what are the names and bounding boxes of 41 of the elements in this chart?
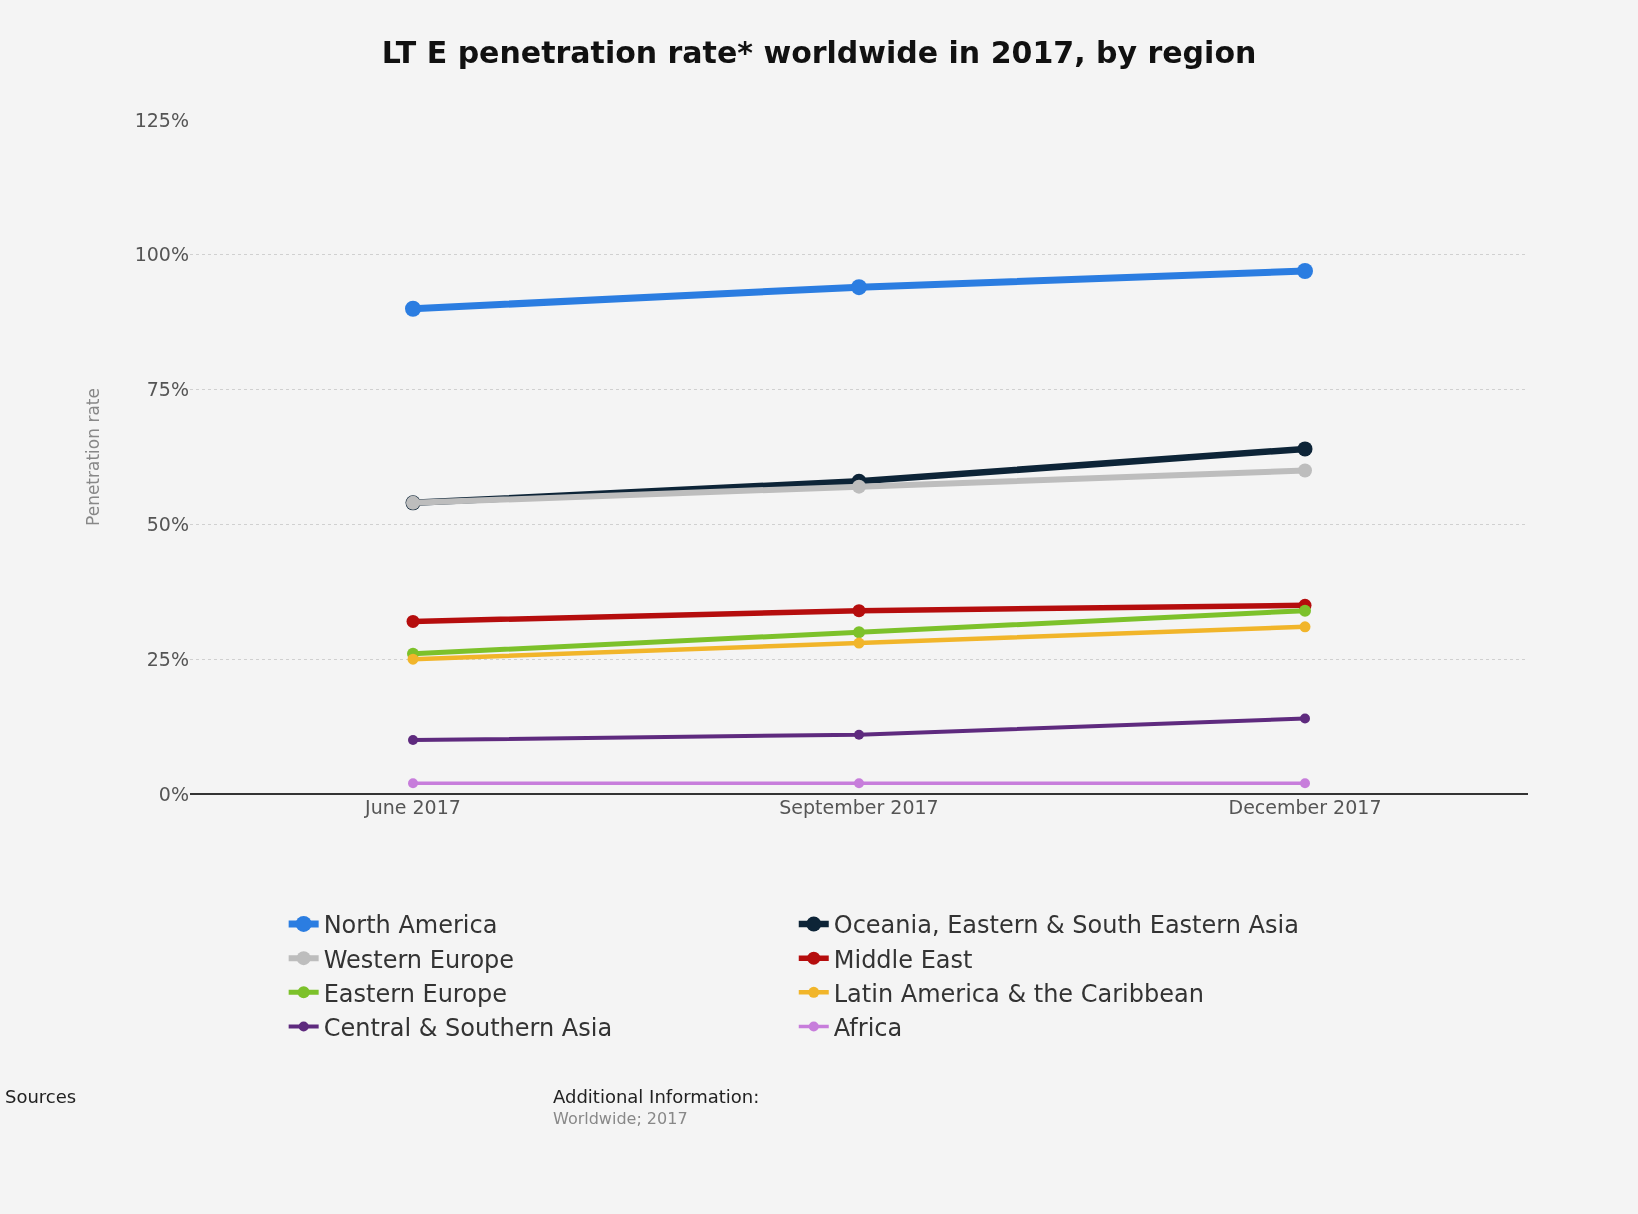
point xyxy=(408,735,418,746)
point xyxy=(853,637,865,649)
legend-label: Central & Southern Asia xyxy=(323,1013,613,1042)
point xyxy=(408,778,418,789)
point xyxy=(1297,262,1313,279)
point xyxy=(852,604,866,618)
point xyxy=(405,300,421,317)
text: Additional Information: xyxy=(553,1086,760,1107)
point xyxy=(854,729,864,740)
y-axis-title: Penetration rate xyxy=(83,388,104,526)
y-tick-label: 25% xyxy=(146,647,189,670)
point xyxy=(853,626,865,639)
text: Worldwide; 2017 xyxy=(553,1109,688,1128)
point xyxy=(852,479,866,494)
x-tick-label: December 2017 xyxy=(1228,796,1382,818)
y-tick-label: 100% xyxy=(134,243,189,266)
chart-title: LT E penetration rate* worldwide in 2017, by region xyxy=(381,35,1257,71)
y-tick-label: 125% xyxy=(134,108,189,131)
point xyxy=(1299,604,1311,617)
point xyxy=(406,614,420,628)
point xyxy=(1298,463,1312,478)
y-tick-label: 0% xyxy=(158,782,189,805)
legend-label: Oceania, Eastern & South Eastern Asia xyxy=(833,911,1299,940)
legend-label: Africa xyxy=(833,1013,903,1042)
text: Sources xyxy=(5,1086,77,1107)
x-tick-label: September 2017 xyxy=(779,796,939,818)
point xyxy=(854,778,864,789)
y-tick-label: 75% xyxy=(146,378,189,401)
point xyxy=(851,279,867,296)
point xyxy=(1297,441,1313,457)
point xyxy=(407,653,419,665)
legend-label: Middle East xyxy=(833,945,973,974)
x-tick-label: June 2017 xyxy=(364,796,461,818)
legend-label: Latin America & the Caribbean xyxy=(833,979,1204,1008)
point xyxy=(1299,621,1311,633)
legend-label: Western Europe xyxy=(323,945,515,974)
point xyxy=(1300,713,1310,724)
legend-label: Eastern Europe xyxy=(323,979,507,1008)
y-tick-label: 50% xyxy=(146,513,189,536)
legend-label: North America xyxy=(323,911,498,940)
point xyxy=(1300,778,1310,789)
